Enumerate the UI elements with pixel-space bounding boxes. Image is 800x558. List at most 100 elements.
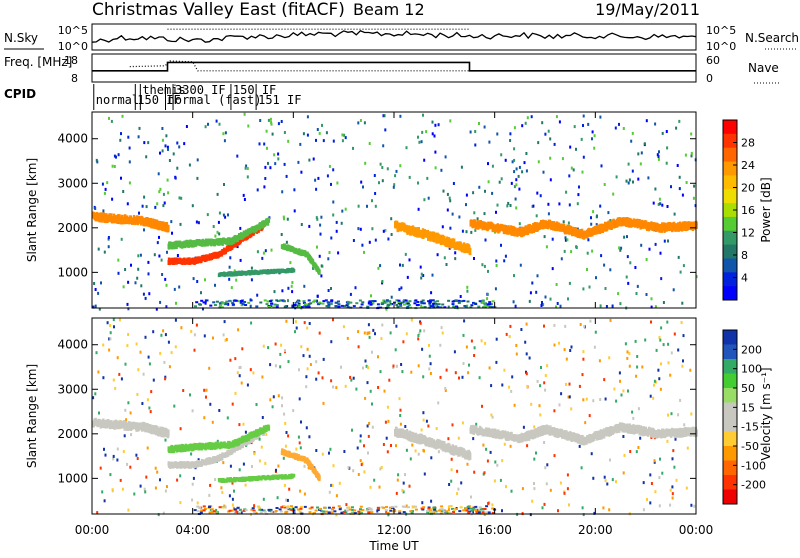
noise-pixel <box>229 494 231 497</box>
noise-pixel <box>270 118 272 121</box>
y-tick-label: 3000 <box>57 176 88 190</box>
freq-tick-bottom: 8 <box>71 72 78 85</box>
ground-scatter-pixel <box>300 508 303 510</box>
noise-pixel <box>138 212 140 215</box>
noise-pixel <box>271 249 273 252</box>
noise-pixel <box>524 161 526 164</box>
noise-pixel <box>488 141 490 144</box>
noise-pixel <box>198 221 200 224</box>
noise-pixel <box>419 329 421 332</box>
noise-pixel <box>148 407 150 410</box>
nsky-panel: N.Sky 10^5 10^0 10^5 10^0 N.Search <box>4 24 799 53</box>
noise-pixel <box>343 325 345 328</box>
noise-pixel <box>292 409 294 412</box>
noise-pixel <box>176 479 178 482</box>
noise-pixel <box>112 165 114 168</box>
noise-pixel <box>668 361 670 364</box>
noise-pixel <box>243 463 245 466</box>
noise-pixel <box>269 363 271 366</box>
noise-pixel <box>526 444 528 447</box>
noise-pixel <box>649 473 651 476</box>
ground-scatter-pixel <box>409 510 412 512</box>
noise-pixel <box>462 230 464 233</box>
noise-pixel <box>490 451 492 454</box>
noise-pixel <box>418 364 420 367</box>
noise-pixel <box>678 256 680 259</box>
noise-pixel <box>601 164 603 167</box>
noise-pixel <box>659 504 661 507</box>
beam-label: Beam 12 <box>353 0 425 19</box>
noise-pixel <box>153 379 155 382</box>
noise-pixel <box>229 266 231 269</box>
noise-pixel <box>239 374 241 377</box>
noise-pixel <box>281 190 283 193</box>
noise-pixel <box>568 503 570 506</box>
noise-pixel <box>423 198 425 201</box>
noise-pixel <box>291 281 293 284</box>
ground-scatter-pixel <box>389 510 392 512</box>
noise-pixel <box>589 414 591 417</box>
ground-scatter-pixel <box>434 301 437 303</box>
noise-pixel <box>667 240 669 243</box>
noise-pixel <box>208 494 210 497</box>
noise-pixel <box>629 365 631 368</box>
noise-pixel <box>429 355 431 358</box>
noise-pixel <box>495 287 497 290</box>
noise-pixel <box>161 273 163 276</box>
noise-pixel <box>225 506 227 509</box>
noise-pixel <box>94 392 96 395</box>
noise-pixel <box>650 395 652 398</box>
noise-pixel <box>233 490 235 493</box>
ground-scatter-pixel <box>311 507 314 509</box>
noise-pixel <box>582 350 584 353</box>
ground-scatter-pixel <box>200 300 203 302</box>
noise-pixel <box>485 239 487 242</box>
noise-pixel <box>224 320 226 323</box>
noise-pixel <box>619 302 621 305</box>
noise-pixel <box>342 139 344 142</box>
noise-pixel <box>127 509 129 512</box>
noise-pixel <box>537 380 539 383</box>
noise-pixel <box>569 349 571 352</box>
noise-pixel <box>690 133 692 136</box>
noise-pixel <box>352 147 354 150</box>
noise-pixel <box>264 177 266 180</box>
noise-pixel <box>612 193 614 196</box>
noise-pixel <box>287 140 289 143</box>
ground-scatter-pixel <box>325 511 328 513</box>
noise-pixel <box>230 465 232 468</box>
noise-pixel <box>677 349 679 352</box>
noise-pixel <box>299 397 301 400</box>
noise-pixel <box>592 399 594 402</box>
noise-pixel <box>513 274 515 277</box>
noise-pixel <box>287 499 289 502</box>
noise-pixel <box>673 288 675 291</box>
noise-pixel <box>139 127 141 130</box>
noise-pixel <box>626 235 628 238</box>
noise-pixel <box>437 401 439 404</box>
noise-pixel <box>212 337 214 340</box>
noise-pixel <box>277 153 279 156</box>
noise-pixel <box>367 366 369 369</box>
noise-pixel <box>449 199 451 202</box>
noise-pixel <box>488 180 490 183</box>
noise-pixel <box>666 162 668 165</box>
noise-pixel <box>245 167 247 170</box>
noise-pixel <box>114 165 116 168</box>
ground-scatter-pixel <box>195 301 198 303</box>
ground-scatter-pixel <box>239 509 242 511</box>
noise-pixel <box>218 409 220 412</box>
ground-scatter-pixel <box>385 509 388 511</box>
ground-scatter-pixel <box>269 300 272 302</box>
noise-pixel <box>315 139 317 142</box>
ground-scatter-pixel <box>467 301 470 303</box>
noise-pixel <box>278 394 280 397</box>
noise-pixel <box>261 446 263 449</box>
noise-pixel <box>569 395 571 398</box>
noise-pixel <box>269 166 271 169</box>
noise-pixel <box>373 479 375 482</box>
noise-pixel <box>562 157 564 160</box>
noise-pixel <box>472 191 474 194</box>
noise-pixel <box>629 178 631 181</box>
